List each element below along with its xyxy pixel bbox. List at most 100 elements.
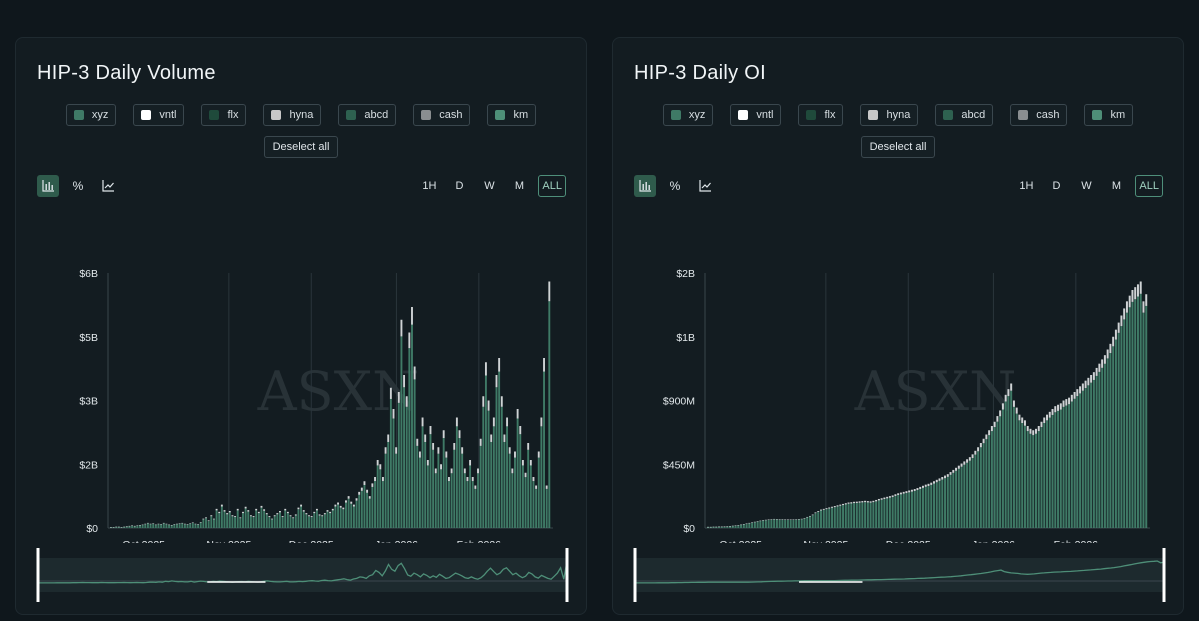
bar-segment-cap <box>960 463 963 467</box>
bar-segment-cap <box>792 519 795 520</box>
bar-segment-xyz <box>795 519 798 528</box>
legend-item-xyz[interactable]: xyz <box>65 104 117 126</box>
bar-segment-cap <box>231 515 234 517</box>
range-button-m[interactable]: M <box>1111 180 1121 192</box>
bar-chart-mode-button[interactable] <box>37 175 59 197</box>
navigator-handle-left[interactable] <box>36 548 40 602</box>
deselect-all-button[interactable]: Deselect all <box>263 136 339 158</box>
range-button-d[interactable]: D <box>455 180 464 192</box>
range-button-m[interactable]: M <box>514 180 524 192</box>
bar-segment-cap <box>220 504 223 507</box>
bar-segment-cap <box>891 495 894 498</box>
bar-segment-xyz <box>371 486 374 528</box>
legend-item-km[interactable]: km <box>487 104 537 126</box>
bar-segment-xyz <box>905 493 908 528</box>
bar-segment-cap <box>484 362 487 376</box>
legend-item-abcd[interactable]: abcd <box>338 104 397 126</box>
bar-segment-cap <box>707 526 709 528</box>
deselect-all-button[interactable]: Deselect all <box>860 136 936 158</box>
bar-segment-cap <box>745 523 748 524</box>
legend-item-hyna[interactable]: hyna <box>263 104 322 126</box>
navigator-handle-right[interactable] <box>1162 548 1166 602</box>
bar-segment-xyz <box>800 519 803 528</box>
bar-segment-cap <box>133 525 136 527</box>
legend-item-hyna[interactable]: hyna <box>860 104 919 126</box>
bar-segment-xyz <box>1021 423 1024 528</box>
legend-label: xyz <box>91 109 109 121</box>
bar-segment-xyz <box>223 511 226 528</box>
bar-segment-xyz <box>1026 431 1029 528</box>
bar-segment-xyz <box>440 469 442 528</box>
bar-segment-xyz <box>469 465 472 528</box>
bar-segment-xyz <box>376 465 379 528</box>
range-button-w[interactable]: W <box>1081 180 1092 192</box>
range-button-all[interactable]: ALL <box>538 175 566 197</box>
bar-segment-xyz <box>751 522 754 528</box>
bar-segment-xyz <box>326 511 329 528</box>
bar-segment-cap <box>1081 383 1084 391</box>
bar-segment-cap <box>527 443 530 450</box>
range-button-all[interactable]: ALL <box>1135 175 1163 197</box>
bar-segment-xyz <box>471 481 474 528</box>
range-navigator[interactable] <box>613 546 1183 606</box>
time-range-selector: 1H D W M ALL <box>418 175 566 197</box>
bar-segment-xyz <box>495 387 498 528</box>
bar-segment-xyz <box>434 473 437 528</box>
range-button-1h[interactable]: 1H <box>1019 180 1034 192</box>
legend-item-flx[interactable]: flx <box>798 104 844 126</box>
bar-segment-cap <box>1114 329 1117 340</box>
bar-segment-xyz <box>463 473 466 528</box>
percent-mode-button[interactable]: % <box>67 175 89 197</box>
bar-segment-xyz <box>363 484 366 528</box>
legend-swatch <box>806 110 817 120</box>
y-tick-label: $5B <box>79 332 98 344</box>
bar-segment-cap <box>395 447 398 454</box>
bar-segment-xyz <box>508 453 511 528</box>
bar-segment-cap <box>492 417 495 427</box>
bar-segment-xyz <box>872 502 875 528</box>
bar-segment-cap <box>814 512 817 514</box>
range-button-d[interactable]: D <box>1052 180 1061 192</box>
range-button-1h[interactable]: 1H <box>422 180 437 192</box>
bar-segment-cap <box>110 527 112 528</box>
bar-segment-cap <box>141 524 144 526</box>
range-button-w[interactable]: W <box>484 180 495 192</box>
bar-segment-xyz <box>1007 396 1010 528</box>
legend-item-vntl[interactable]: vntl <box>133 104 185 126</box>
line-chart-mode-button[interactable] <box>97 175 119 197</box>
legend-item-abcd[interactable]: abcd <box>935 104 994 126</box>
bar-segment-cap <box>1101 359 1104 368</box>
bar-segment-xyz <box>855 502 858 528</box>
bar-segment-xyz <box>279 512 281 528</box>
bar-segment-xyz <box>511 473 514 528</box>
legend-item-flx[interactable]: flx <box>201 104 247 126</box>
bar-segment-xyz <box>720 526 723 528</box>
bar-segment-xyz <box>742 524 745 528</box>
bar-segment-cap <box>514 451 516 458</box>
bar-segment-cap <box>734 525 737 526</box>
bar-segment-cap <box>1015 407 1018 414</box>
bar-segment-xyz <box>1029 433 1032 528</box>
legend-item-vntl[interactable]: vntl <box>730 104 782 126</box>
legend-item-cash[interactable]: cash <box>1010 104 1068 126</box>
legend-item-km[interactable]: km <box>1084 104 1134 126</box>
bar-segment-cap <box>281 516 284 518</box>
bar-segment-xyz <box>718 526 721 528</box>
percent-mode-button[interactable]: % <box>664 175 686 197</box>
bar-segment-cap <box>310 516 313 518</box>
legend-item-xyz[interactable]: xyz <box>662 104 714 126</box>
bar-chart-mode-button[interactable] <box>634 175 656 197</box>
bar-segment-xyz <box>131 525 134 528</box>
navigator-handle-left[interactable] <box>633 548 637 602</box>
bar-segment-xyz <box>160 524 163 528</box>
navigator-handle-right[interactable] <box>565 548 569 602</box>
legend-label: hyna <box>886 109 911 121</box>
bar-segment-cap <box>210 515 213 517</box>
bar-segment-xyz <box>257 513 260 528</box>
bar-segment-xyz <box>199 522 202 528</box>
range-navigator[interactable] <box>16 546 586 606</box>
line-chart-mode-button[interactable] <box>694 175 716 197</box>
bar-segment-cap <box>869 501 872 503</box>
legend-item-cash[interactable]: cash <box>413 104 471 126</box>
bar-segment-cap <box>197 524 200 525</box>
